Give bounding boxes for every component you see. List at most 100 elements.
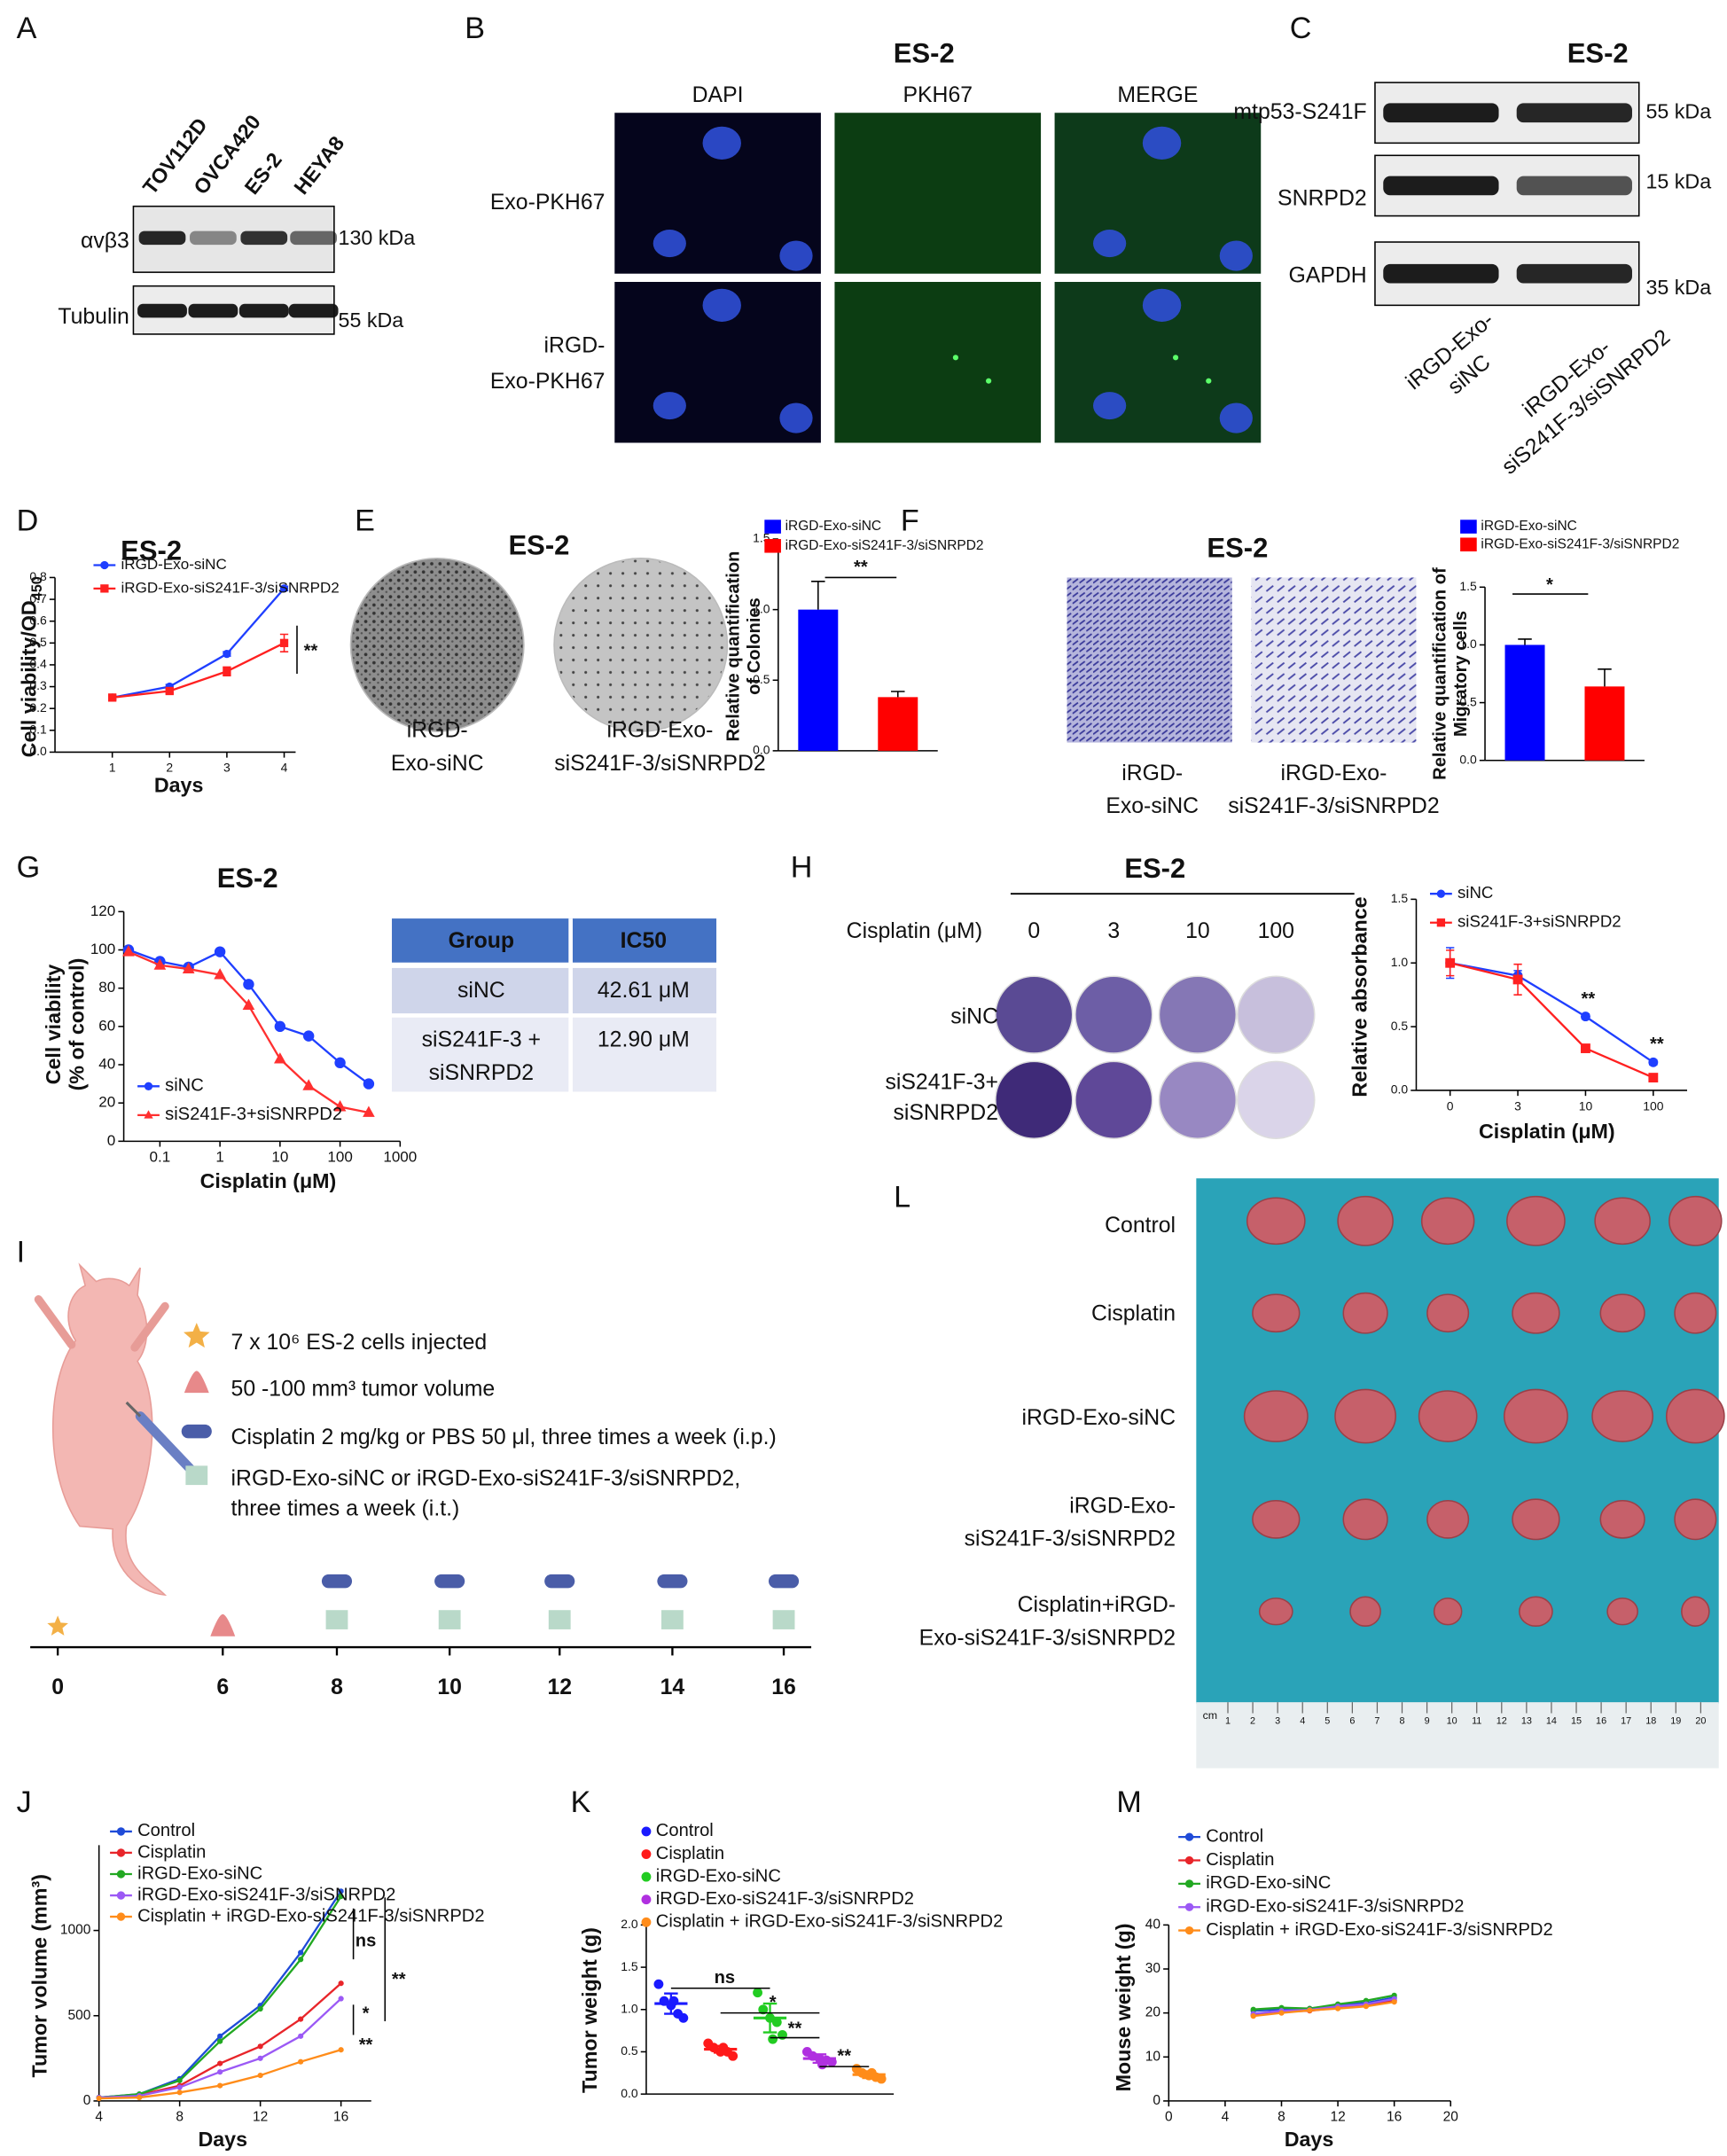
legend-marker xyxy=(144,1082,153,1090)
triangle-icon xyxy=(184,1371,209,1394)
x-tick-label: 4 xyxy=(95,2110,103,2125)
legend-marker xyxy=(641,1894,652,1905)
nucleus xyxy=(1093,392,1127,420)
tumor xyxy=(1606,1597,1638,1626)
point xyxy=(1512,974,1523,985)
day-label: 0 xyxy=(51,1676,64,1699)
significance: ** xyxy=(304,642,318,661)
size-label: 55 kDa xyxy=(339,309,404,332)
series-line xyxy=(1450,962,1654,1064)
well xyxy=(1074,1060,1153,1140)
well xyxy=(995,1060,1074,1140)
ruler-mark: 9 xyxy=(1425,1716,1430,1727)
point xyxy=(137,2094,143,2101)
point xyxy=(298,2016,304,2022)
ruler-mark: 16 xyxy=(1596,1716,1606,1727)
bar xyxy=(1504,644,1545,761)
legend-label: Control xyxy=(656,1821,714,1840)
point xyxy=(876,2074,887,2084)
x-tick-label: 2 xyxy=(166,761,173,775)
y-tick-label: 1.5 xyxy=(621,1959,638,1973)
x-axis-label: Days xyxy=(198,2128,247,2151)
y-tick-label: 0.5 xyxy=(621,2043,638,2058)
legend-marker xyxy=(1184,1926,1194,1935)
y-axis-label-subscript: 450 xyxy=(29,576,45,600)
day-label: 16 xyxy=(771,1676,796,1699)
legend-marker xyxy=(641,1826,652,1837)
table-cell: siSNRPD2 xyxy=(429,1061,535,1085)
y-tick-label: 60 xyxy=(98,1017,115,1034)
error-bar xyxy=(862,2070,876,2080)
band xyxy=(1516,103,1632,123)
y-tick-label: 1.5 xyxy=(1459,579,1477,593)
y-tick-label: 120 xyxy=(90,902,115,919)
x-tick-label: 0 xyxy=(1447,1098,1454,1113)
tumor xyxy=(1258,1597,1293,1626)
table-row xyxy=(392,967,717,1014)
point xyxy=(274,1020,286,1033)
point xyxy=(279,638,289,647)
table-header xyxy=(392,918,717,963)
y-tick-label: 0 xyxy=(107,1132,115,1149)
y-tick-label: 1.0 xyxy=(621,2001,638,2015)
well xyxy=(1158,1060,1238,1140)
size-label: 35 kDa xyxy=(1645,276,1711,299)
y-axis-label: Tumor weight (g) xyxy=(578,1927,601,2093)
group-label: siS241F-3/siSNRPD2 xyxy=(554,752,765,776)
y-axis-label: Mouse weight (g) xyxy=(1112,1924,1135,2092)
y-tick-label: 0.0 xyxy=(29,744,47,758)
tumor xyxy=(1681,1596,1710,1627)
point xyxy=(302,1079,315,1090)
legend-swatch xyxy=(764,519,781,534)
nucleus xyxy=(653,230,686,258)
y-tick-label: 0.4 xyxy=(29,657,47,671)
legend-label: iRGD-Exo-siNC xyxy=(1206,1873,1331,1893)
point xyxy=(678,2012,689,2023)
x-tick-label: 3 xyxy=(1514,1098,1521,1113)
colonies xyxy=(352,559,523,730)
band xyxy=(1383,103,1499,123)
ruler-mark: 8 xyxy=(1399,1716,1404,1727)
group-label: iRGD-Exo- xyxy=(1280,762,1387,785)
point xyxy=(1250,2006,1256,2012)
point xyxy=(1648,1057,1659,1067)
y-tick-label: 0.2 xyxy=(29,700,47,715)
bar xyxy=(1584,686,1625,761)
row-label: GAPDH xyxy=(1288,263,1366,287)
legend-swatch xyxy=(1460,537,1477,551)
error-bar xyxy=(1598,668,1612,687)
square-icon xyxy=(438,1610,461,1629)
nucleus xyxy=(779,402,813,434)
significance: * xyxy=(1546,575,1553,595)
ruler-mark: 11 xyxy=(1472,1716,1481,1727)
tumor xyxy=(1337,1195,1394,1246)
row-label: Cisplatin xyxy=(1091,1301,1176,1325)
bar xyxy=(878,697,918,751)
x-tick-label: 1000 xyxy=(383,1148,417,1165)
x-tick-label: 4 xyxy=(1222,2110,1230,2125)
y-tick-label: 1000 xyxy=(60,1923,91,1938)
tumor xyxy=(1420,1197,1475,1246)
chart-title: ES-2 xyxy=(121,535,182,566)
legend-label: siNC xyxy=(165,1076,204,1096)
y-tick-label: 0.0 xyxy=(621,2086,638,2100)
ruler-mark: 20 xyxy=(1695,1716,1706,1727)
square-icon xyxy=(185,1465,208,1486)
point xyxy=(338,2047,344,2053)
y-axis-label: Migratory cells xyxy=(1451,611,1471,737)
point xyxy=(122,945,135,957)
point xyxy=(243,979,254,990)
panel-label: B xyxy=(465,12,485,45)
column-label: MERGE xyxy=(1117,83,1198,107)
group-label: iRGD- xyxy=(1121,762,1183,785)
tumor xyxy=(1674,1498,1717,1541)
panel-title: ES-2 xyxy=(1207,533,1268,564)
row-label: iRGD-Exo- xyxy=(1069,1494,1176,1518)
panel-label: G xyxy=(17,850,41,884)
panel-label: L xyxy=(894,1180,910,1214)
error-bar xyxy=(812,2053,827,2065)
error-bar xyxy=(713,2044,728,2054)
micrograph xyxy=(834,113,1042,274)
point xyxy=(333,1100,347,1112)
band xyxy=(240,230,288,246)
